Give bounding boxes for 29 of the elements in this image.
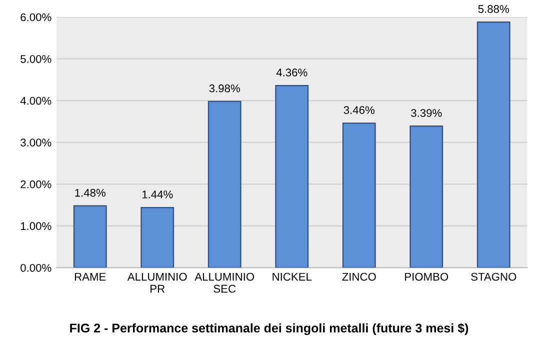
x-tick-label: NICKEL <box>272 272 312 281</box>
data-label: 3.46% <box>344 106 374 114</box>
text: FIG 2 - Performance settimanale dei singoli metalli (future 3 mesi $) <box>70 323 468 336</box>
bar <box>476 22 510 268</box>
y-tick-label: 3.00% <box>20 138 52 147</box>
y-tick-label: 2.00% <box>20 180 52 188</box>
y-tick-label: 6.00% <box>20 13 52 22</box>
y-tick-label: 0.00% <box>20 264 52 272</box>
data-label: 1.48% <box>75 188 106 197</box>
data-label: 1.44% <box>142 190 173 198</box>
y-tick-label: 1.00% <box>20 222 52 230</box>
bar <box>342 122 376 268</box>
data-label: 3.39% <box>411 109 442 117</box>
bar <box>140 206 174 268</box>
bar <box>275 85 309 268</box>
x-tick-label: STAGNO <box>471 272 516 281</box>
x-tick-label: RAME <box>74 272 106 281</box>
x-tick-label: ZINCO <box>342 272 376 281</box>
y-tick-label: 5.00% <box>20 55 52 63</box>
data-label: 5.88% <box>478 5 509 13</box>
bar <box>73 205 107 268</box>
bar <box>410 126 444 268</box>
x-tick-label: ALLUMINIO SEC <box>194 272 254 293</box>
x-tick-label: ALLUMINIO PR <box>127 272 187 293</box>
data-label: 4.36% <box>276 68 308 76</box>
y-tick-label: 4.00% <box>20 96 52 105</box>
bar <box>208 100 242 268</box>
x-tick-label: PIOMBO <box>405 272 448 281</box>
data-label: 3.98% <box>209 84 240 92</box>
